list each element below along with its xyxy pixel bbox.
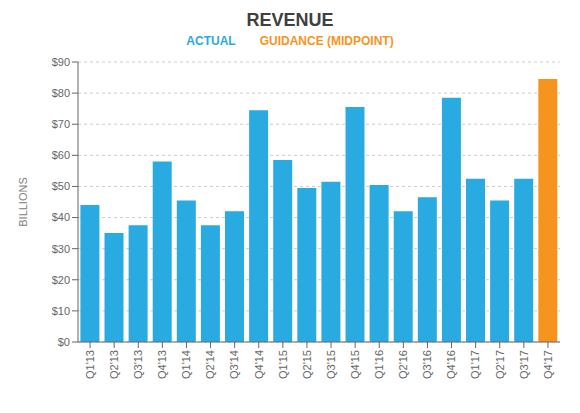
svg-text:Q3'14: Q3'14 (228, 350, 240, 379)
svg-text:$10: $10 (52, 305, 70, 317)
svg-text:Q1'13: Q1'13 (84, 350, 96, 379)
svg-text:$50: $50 (52, 180, 70, 192)
svg-text:$80: $80 (52, 87, 70, 99)
svg-text:Q1'16: Q1'16 (373, 350, 385, 379)
svg-text:Q2'15: Q2'15 (301, 350, 313, 379)
svg-text:Q1'14: Q1'14 (180, 350, 192, 379)
html-text:GUIDANCE (MIDPOINT): GUIDANCE (MIDPOINT) (259, 34, 394, 48)
svg-text:BILLIONS: BILLIONS (17, 177, 29, 227)
svg-text:Q3'16: Q3'16 (421, 350, 433, 379)
svg-text:Q1'17: Q1'17 (469, 350, 481, 379)
svg-text:Q4'14: Q4'14 (253, 350, 265, 379)
svg-text:Q4'15: Q4'15 (349, 350, 361, 379)
svg-text:Q2'16: Q2'16 (397, 350, 409, 379)
svg-text:$40: $40 (52, 211, 70, 223)
svg-text:$60: $60 (52, 149, 70, 161)
svg-text:Q4'17: Q4'17 (542, 350, 554, 379)
svg-text:$30: $30 (52, 243, 70, 255)
svg-text:$20: $20 (52, 274, 70, 286)
svg-text:Q4'13: Q4'13 (156, 350, 168, 379)
svg-text:$90: $90 (52, 56, 70, 68)
html-text:ACTUAL: ACTUAL (186, 34, 236, 48)
svg-text:$70: $70 (52, 118, 70, 130)
svg-text:Q3'13: Q3'13 (132, 350, 144, 379)
svg-text:Q2'13: Q2'13 (108, 350, 120, 379)
html-text:REVENUE: REVENUE (246, 10, 334, 30)
svg-text:Q2'14: Q2'14 (204, 350, 216, 379)
svg-text:Q3'17: Q3'17 (518, 350, 530, 379)
svg-text:Q3'15: Q3'15 (325, 350, 337, 379)
svg-text:Q1'15: Q1'15 (277, 350, 289, 379)
svg-text:Q2'17: Q2'17 (494, 350, 506, 379)
svg-text:$0: $0 (58, 336, 70, 348)
svg-text:Q4'16: Q4'16 (445, 350, 457, 379)
